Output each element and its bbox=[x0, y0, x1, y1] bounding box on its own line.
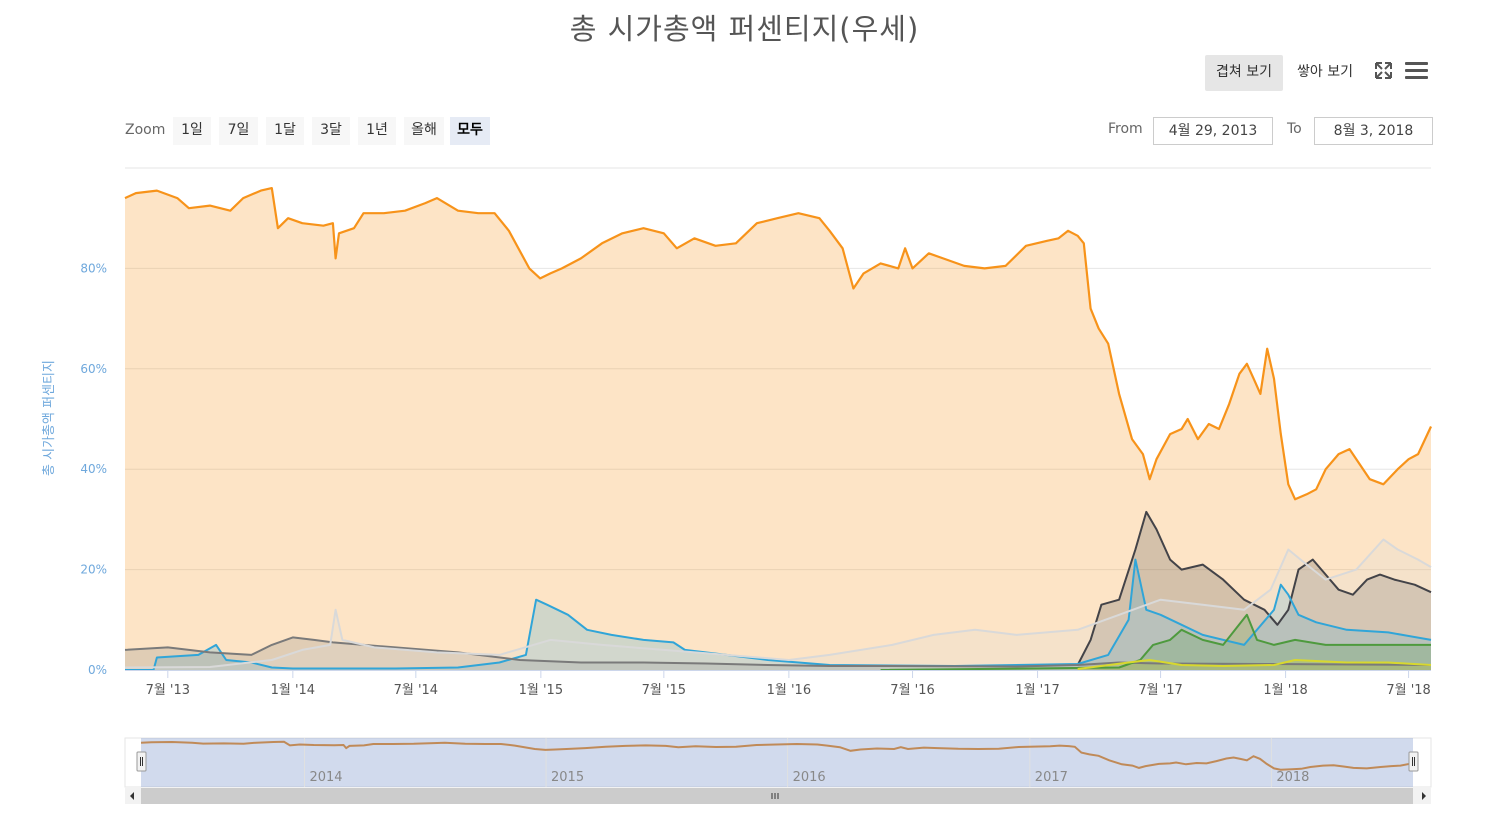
series-light-line[interactable] bbox=[124, 538, 1432, 669]
series-bitcoin-line[interactable] bbox=[124, 187, 1432, 501]
zoom-1y-button[interactable]: 1년 bbox=[358, 117, 396, 145]
series-light-area bbox=[125, 539, 1431, 670]
x-tick-label: 7월 '14 bbox=[394, 683, 438, 698]
x-tick-label: 7월 '18 bbox=[1386, 683, 1430, 698]
series-yellow-line[interactable] bbox=[1077, 659, 1432, 670]
x-tick-label: 1월 '18 bbox=[1263, 683, 1307, 698]
scroll-right-icon bbox=[1422, 792, 1426, 800]
y-axis-ticks: 0% 20% 40% 60% 80% bbox=[80, 261, 107, 677]
scrollbar[interactable] bbox=[125, 788, 1431, 804]
x-tick-label: 1월 '15 bbox=[519, 683, 563, 698]
navigator-left-handle[interactable] bbox=[136, 751, 147, 772]
x-tick-label: 7월 '16 bbox=[890, 683, 934, 698]
zoom-7d-button[interactable]: 7일 bbox=[219, 117, 258, 145]
overlap-view-button[interactable]: 겹쳐 보기 bbox=[1205, 55, 1283, 91]
from-date-input[interactable]: 4월 29, 2013 bbox=[1153, 117, 1273, 145]
grid-lines bbox=[125, 167, 1431, 571]
series-dark-line[interactable] bbox=[1076, 510, 1432, 666]
zoom-all-button[interactable]: 모두 bbox=[450, 117, 490, 145]
fullscreen-icon[interactable] bbox=[1375, 62, 1392, 79]
scrollbar-thumb[interactable] bbox=[141, 788, 1413, 804]
zoom-1m-button[interactable]: 1달 bbox=[266, 117, 304, 145]
navigator-tick-label: 2018 bbox=[1276, 770, 1309, 785]
series-green-line[interactable] bbox=[880, 613, 1431, 671]
series-areas bbox=[125, 188, 1431, 670]
stack-view-button[interactable]: 쌓아 보기 bbox=[1297, 64, 1353, 80]
x-tick-label: 7월 '13 bbox=[146, 683, 190, 698]
navigator-right-handle[interactable] bbox=[1408, 751, 1419, 772]
zoom-label: Zoom bbox=[125, 122, 166, 138]
from-label: From bbox=[1108, 121, 1143, 137]
navigator-series-line bbox=[140, 740, 1414, 771]
navigator-tick-label: 2014 bbox=[309, 770, 342, 785]
navigator-tick-label: 2017 bbox=[1035, 770, 1068, 785]
zoom-3m-button[interactable]: 3달 bbox=[312, 117, 350, 145]
x-axis-ticks: 7월 '13 1월 '14 7월 '14 1월 '15 7월 '15 1월 '16 7월 '… bbox=[146, 670, 1431, 698]
y-axis-label: 총 시가총액 퍼센티지 bbox=[42, 360, 57, 476]
x-tick-label: 7월 '17 bbox=[1138, 683, 1182, 698]
y-tick-label: 40% bbox=[80, 462, 107, 476]
x-tick-label: 7월 '15 bbox=[642, 683, 686, 698]
series-green-area bbox=[880, 614, 1431, 670]
series-grey-line[interactable] bbox=[124, 636, 1432, 668]
x-tick-label: 1월 '17 bbox=[1015, 683, 1059, 698]
zoom-ytd-button[interactable]: 올해 bbox=[404, 117, 444, 145]
zoom-1d-button[interactable]: 1일 bbox=[173, 117, 211, 145]
to-label: To bbox=[1287, 121, 1302, 137]
hamburger-menu-icon[interactable] bbox=[1405, 62, 1428, 79]
series-blue-area bbox=[125, 559, 1431, 670]
chart-title: 총 시가총액 퍼센티지(우세) bbox=[569, 12, 920, 46]
series-lines bbox=[124, 187, 1432, 671]
x-tick-label: 1월 '14 bbox=[271, 683, 315, 698]
navigator-tick-label: 2015 bbox=[551, 770, 584, 785]
y-tick-label: 0% bbox=[88, 663, 107, 677]
y-tick-label: 20% bbox=[80, 563, 107, 577]
navigator-tick-label: 2016 bbox=[793, 770, 826, 785]
series-bitcoin-area bbox=[125, 188, 1431, 670]
y-tick-label: 60% bbox=[80, 362, 107, 376]
x-tick-label: 1월 '16 bbox=[767, 683, 811, 698]
navigator: 2014 2015 2016 2017 2018 bbox=[124, 737, 1432, 788]
scroll-left-icon bbox=[130, 792, 134, 800]
series-grey-area bbox=[125, 637, 1431, 670]
y-tick-label: 80% bbox=[80, 261, 107, 275]
to-date-input[interactable]: 8월 3, 2018 bbox=[1314, 117, 1433, 145]
